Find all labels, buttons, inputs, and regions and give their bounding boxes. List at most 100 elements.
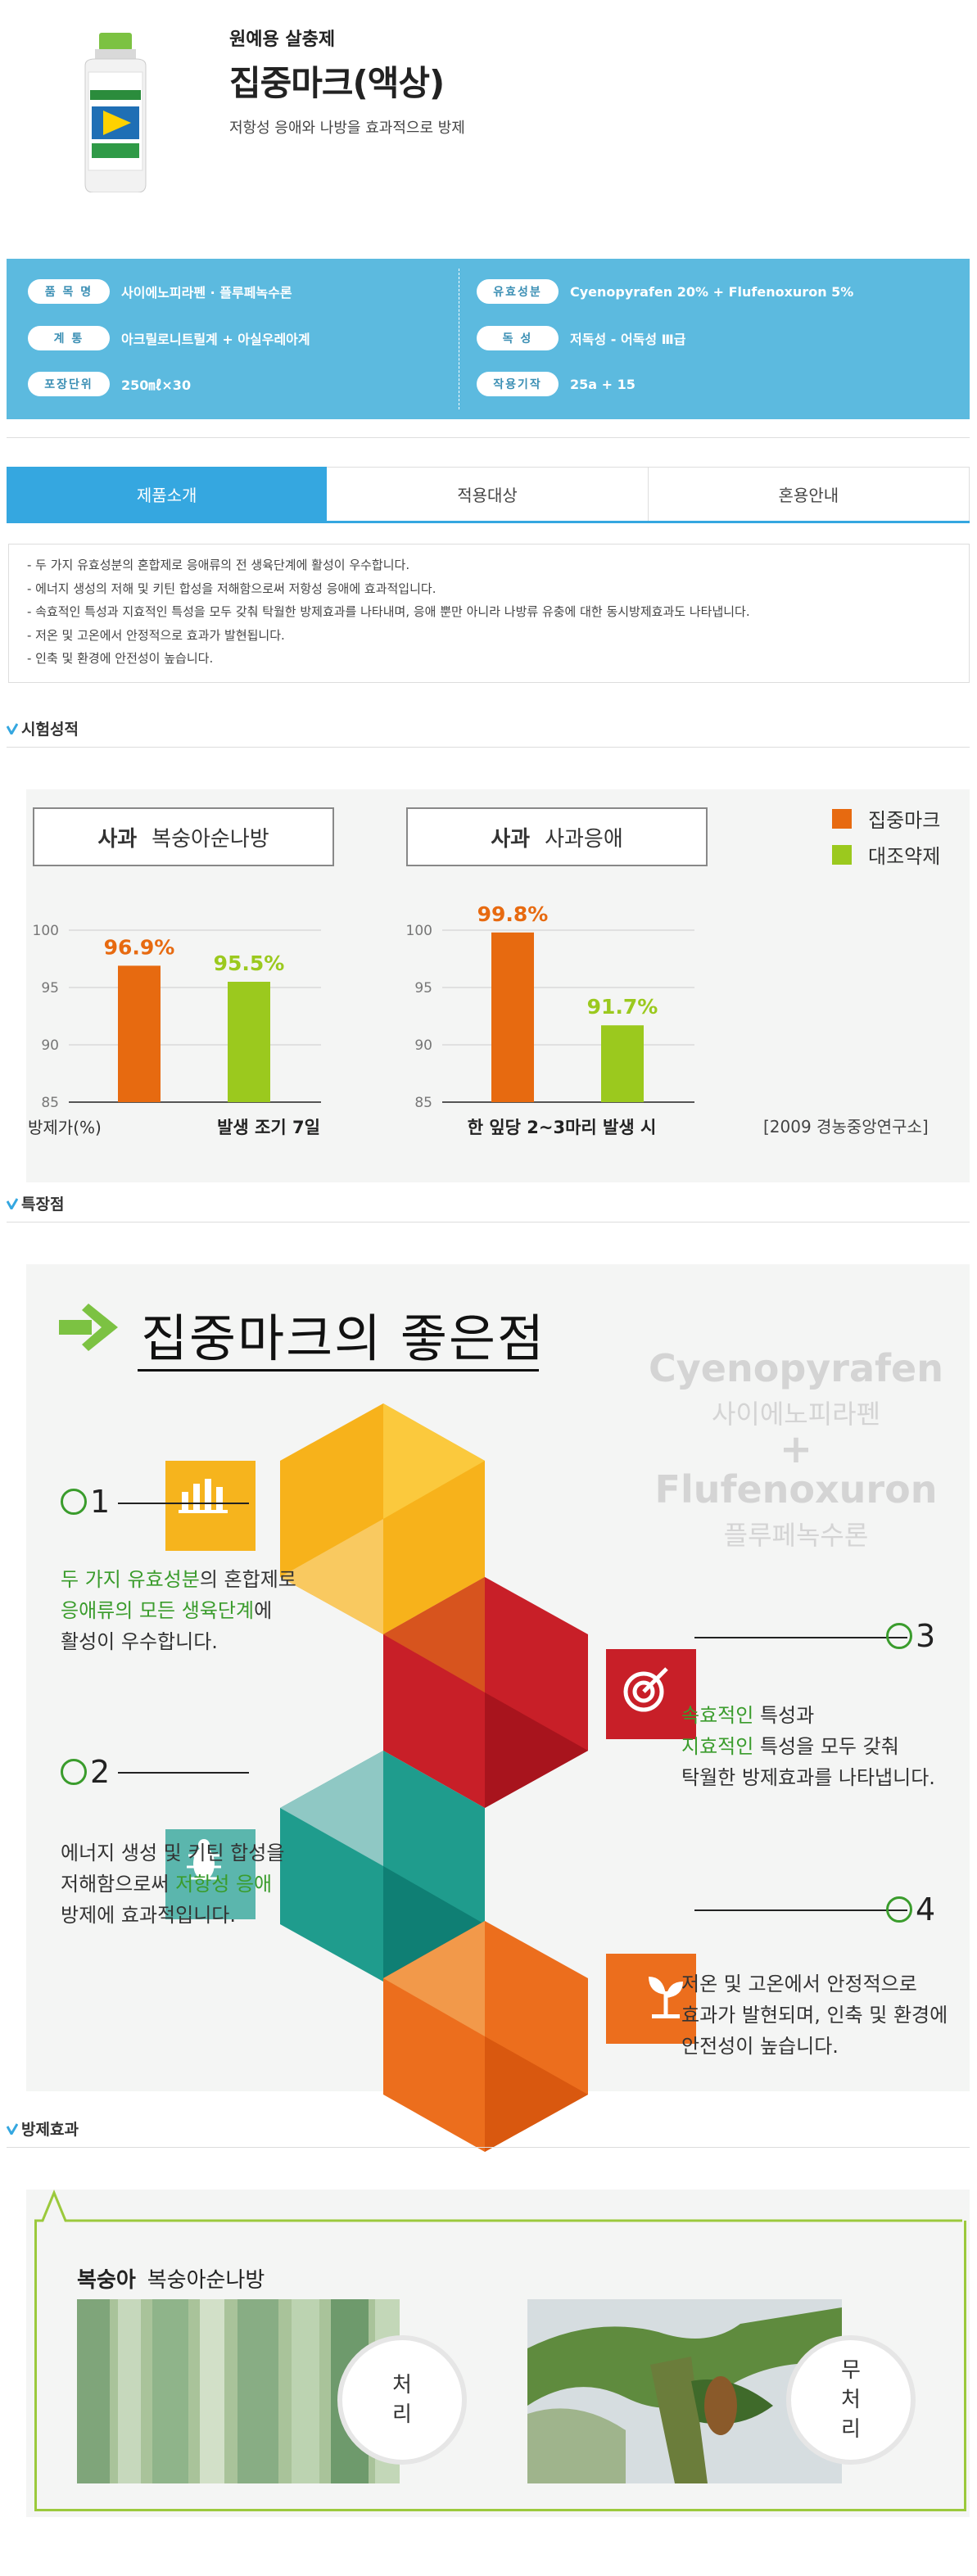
effect-pest: 복숭아순나방 [147,2268,265,2293]
legend-swatch [832,844,852,865]
y-axis-label: 방제가(%) [28,1118,102,1137]
feature-text: 저온 및 고온에서 안정적으로 [681,1973,917,1995]
chart-source: [2009 경농중앙연구소] [763,1117,929,1137]
ghost-ingredient-1-kr: 사이에노피라펜 [711,1399,881,1430]
product-tabs: 제품소개 적용대상 혼용안내 [7,467,970,523]
bar-value-label: 95.5% [214,951,285,975]
y-tick-label: 85 [41,1095,59,1111]
bar-value-label: 96.9% [104,935,175,959]
legend-swatch [832,808,852,829]
hexagon-facet [383,1403,485,1519]
badge-text: 리 [392,2402,412,2427]
feature-text-line: 탁월한 방제효과를 나타냅니다. [681,1762,935,1793]
section-title-text: 방제효과 [21,2121,79,2139]
product-category: 원예용 살충제 [229,29,336,50]
legend-label: 집중마크 [868,809,941,832]
check-mark-icon [7,1197,18,1209]
leader-line [694,1637,907,1638]
spec-row: 작용기작 25a + 15 [477,372,636,396]
tab-application[interactable]: 적용대상 [327,467,649,521]
hexagon-facet [383,1866,485,1982]
ghost-ingredient-1: Cyenopyrafen [649,1346,943,1390]
feature-number-2: 2 [61,1754,110,1790]
bar [601,1025,644,1102]
y-tick-label: 90 [41,1037,59,1054]
hexagon-facet [383,1577,485,1692]
bug-icon [187,1839,221,1880]
badge-text: 무 [841,2358,861,2383]
hexagon-facet [485,2036,588,2152]
feature-text: 저해함으로써 [61,1873,176,1896]
hexagon-facet [383,1921,485,2036]
spec-label: 품 목 명 [28,279,110,304]
intro-line: - 저온 및 고온에서 안정적으로 효과가 발현됩니다. [27,627,285,643]
spec-value: 사이에노피라펜 · 플루페녹수론 [121,285,292,301]
y-tick-label: 100 [406,923,432,939]
spec-row: 포장단위 250㎖×30 [28,372,191,396]
feature-text-line: 안전성이 높습니다. [681,2031,948,2062]
y-tick-label: 95 [41,980,59,997]
ghost-plus: + [779,1426,813,1472]
feature-number-1: 1 [61,1484,110,1520]
chart-1-title: 사과 복숭아순나방 [33,807,334,866]
feature-text: 특성을 모두 갖춰 [753,1735,899,1758]
feature-text: 에너지 생성 및 키틴 합성을 [61,1842,285,1864]
intro-line: - 두 가지 유효성분의 혼합제로 응애류의 전 생육단계에 활성이 우수합니다… [27,558,410,572]
hexagon-graphic-lower [383,1921,696,2152]
bar [491,932,534,1102]
feature-highlight: 두 가지 유효성분 [61,1568,200,1591]
feature-highlight: 지효적인 [681,1735,754,1758]
feature-text: 효과가 발현되며, 인축 및 환경에 [681,2004,948,2027]
spec-row: 계 통 아크릴로니트릴계 + 아실우레아계 [28,326,310,350]
feature-highlight: 저항성 응애 [175,1873,273,1896]
features-title: 집중마크의 좋은점 [141,1308,546,1368]
badge-text: 리 [841,2417,861,2442]
number-text: 1 [90,1484,111,1520]
feature-text: 특성과 [753,1704,815,1727]
hexagon-facet [280,1519,383,1634]
section-title-effect: 방제효과 [7,2117,79,2140]
section-title-features: 특장점 [7,1192,64,1214]
features-title-underline [138,1369,539,1372]
feature-text: 탁월한 방제효과를 나타냅니다. [681,1766,935,1789]
arrow-right-icon [59,1304,118,1351]
feature-text-line: 방제에 효과적입니다. [61,1900,284,1931]
feature-text-line: 저온 및 고온에서 안정적으로 [681,1968,948,2000]
number-circle [61,1489,87,1515]
spec-value: Cyenopyrafen 20% + Flufenoxuron 5% [570,283,854,300]
intro-line: - 인축 및 환경에 안전성이 높습니다. [27,651,214,666]
chart-2-pest: 사과응애 [545,826,623,852]
tab-mixing[interactable]: 혼용안내 [648,467,970,521]
feature-text: 안전성이 높습니다. [681,2035,839,2058]
effect-crop: 복숭아 [77,2268,136,2293]
ghost-ingredient-2-kr: 플루페녹수론 [723,1520,869,1551]
spec-box: 품 목 명 사이에노피라펜 · 플루페녹수론 계 통 아크릴로니트릴계 + 아실… [7,259,970,419]
feature-text: 의 혼합제로 [199,1568,296,1591]
spec-label: 독 성 [477,326,559,350]
number-circle [61,1759,87,1785]
feature-text-line: 두 가지 유효성분의 혼합제로 [61,1564,296,1595]
number-text: 4 [916,1891,936,1927]
bar [118,965,161,1102]
x-axis-label: 한 잎당 2~3마리 발생 시 [468,1118,657,1137]
feature-text-line: 속효적인 특성과 [681,1700,935,1731]
feature-text: 활성이 우수합니다. [61,1630,218,1653]
spec-label: 유효성분 [477,279,559,304]
number-text: 2 [90,1754,111,1790]
section-title-trial: 시험성적 [7,717,79,739]
bar-chart-icon [179,1479,228,1513]
check-mark-icon [7,2122,18,2135]
chart-2-title: 사과 사과응애 [406,807,708,866]
section-divider [7,2147,970,2148]
bar-value-label: 99.8% [477,902,549,926]
feature-text-line: 에너지 생성 및 키틴 합성을 [61,1837,284,1869]
bar-value-label: 91.7% [587,995,658,1019]
feature-4-icon-box [606,1954,696,2044]
y-tick-label: 90 [414,1037,432,1054]
spec-value: 250㎖×30 [121,377,192,393]
untreated-photo [527,2299,842,2483]
tab-product-intro[interactable]: 제품소개 [7,467,328,521]
